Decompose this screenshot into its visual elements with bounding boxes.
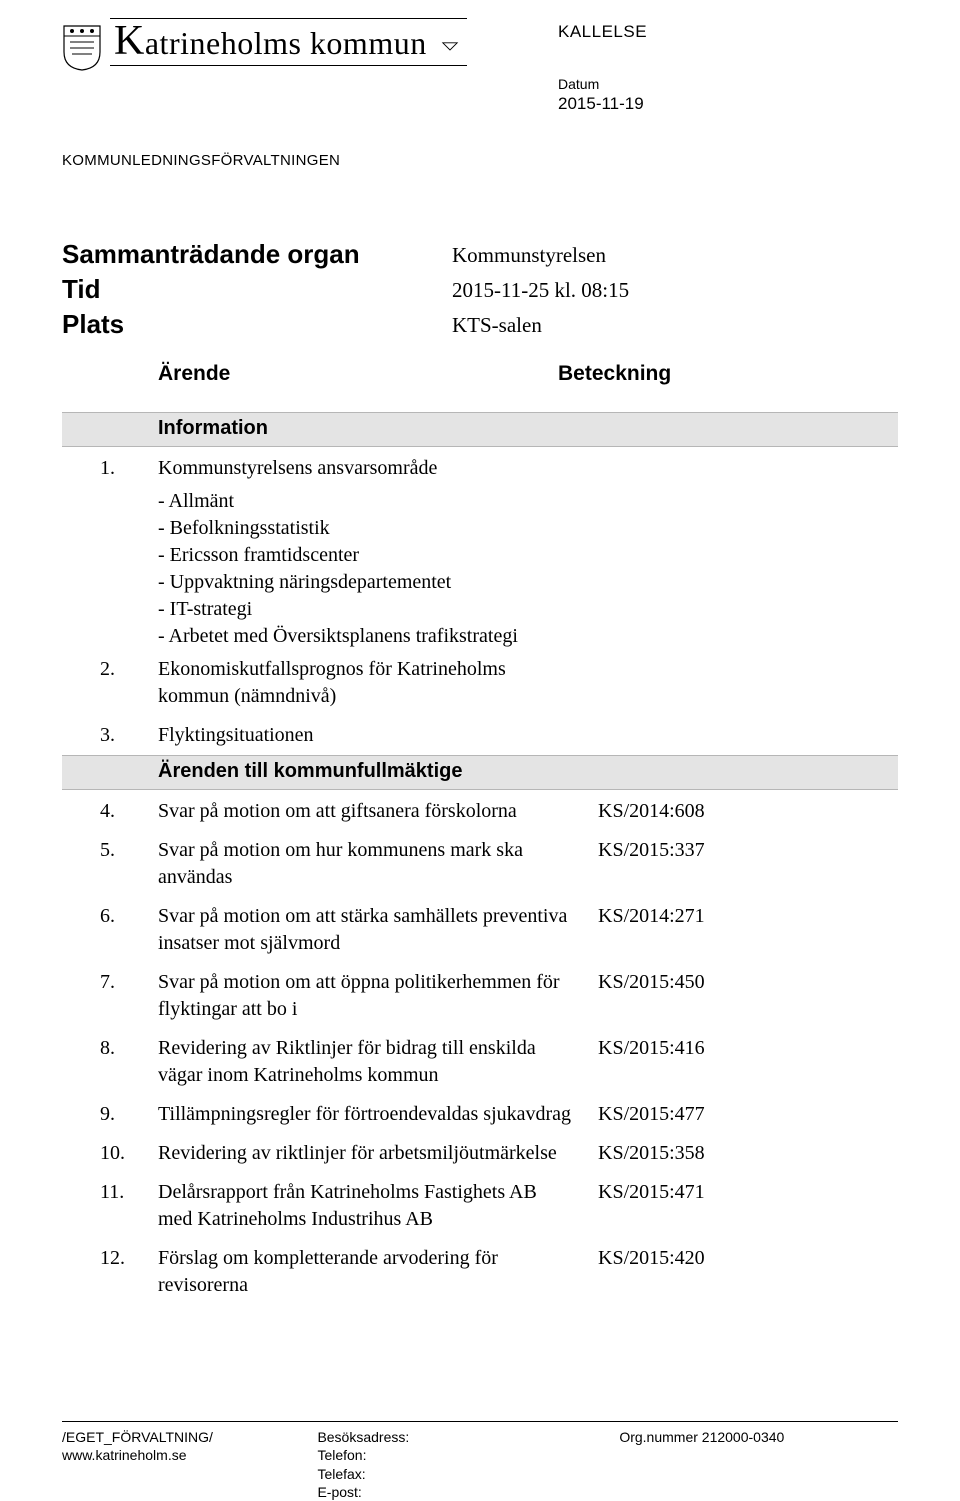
item-title: Tillämpningsregler för förtroendevaldas … <box>158 1101 598 1128</box>
item-subline: - Allmänt <box>158 488 898 515</box>
item-number: 11. <box>62 1179 158 1206</box>
date-value: 2015-11-19 <box>558 94 898 114</box>
agenda-item: 3.Flyktingsituationen <box>62 716 898 755</box>
agenda-item: 4.Svar på motion om att giftsanera försk… <box>62 792 898 831</box>
agenda-item: 9.Tillämpningsregler för förtroendevalda… <box>62 1095 898 1134</box>
item-subline: - Arbetet med Översiktsplanens trafikstr… <box>158 623 898 650</box>
agenda-item: 8.Revidering av Riktlinjer för bidrag ti… <box>62 1029 898 1095</box>
item-reference: KS/2014:271 <box>598 903 898 930</box>
meta-value-plats: KTS-salen <box>452 309 542 340</box>
item-reference: KS/2015:477 <box>598 1101 898 1128</box>
item-number: 5. <box>62 837 158 864</box>
agenda-item: 5.Svar på motion om hur kommunens mark s… <box>62 831 898 897</box>
item-reference: KS/2015:450 <box>598 969 898 996</box>
item-title: Revidering av riktlinjer för arbetsmiljö… <box>158 1140 598 1167</box>
agenda-item: 12.Förslag om kompletterande arvodering … <box>62 1239 898 1305</box>
agenda-item: 6.Svar på motion om att stärka samhället… <box>62 897 898 963</box>
agenda-item: 2.Ekonomiskutfallsprognos för Katrinehol… <box>62 650 898 716</box>
agenda-item: 1.Kommunstyrelsens ansvarsområde <box>62 449 898 488</box>
agenda-item: 7.Svar på motion om att öppna politikerh… <box>62 963 898 1029</box>
item-reference: KS/2015:420 <box>598 1245 898 1272</box>
meta-value-tid: 2015-11-25 kl. 08:15 <box>452 274 629 305</box>
logo-block: Katrineholms kommun <box>62 18 558 72</box>
doc-type: KALLELSE <box>558 22 898 42</box>
footer-col-1: /EGET_FÖRVALTNING/ www.katrineholm.se <box>62 1428 317 1501</box>
item-title: Svar på motion om hur kommunens mark ska… <box>158 837 598 891</box>
footer-col-3: Org.nummer 212000-0340 <box>619 1428 898 1501</box>
item-title: Revidering av Riktlinjer för bidrag till… <box>158 1035 598 1089</box>
item-title: Svar på motion om att giftsanera förskol… <box>158 798 598 825</box>
item-number: 8. <box>62 1035 158 1062</box>
agenda-item: 11.Delårsrapport från Katrineholms Fasti… <box>62 1173 898 1239</box>
item-title: Flyktingsituationen <box>158 722 598 749</box>
col-header-arende: Ärende <box>158 362 558 386</box>
item-title: Ekonomiskutfallsprognos för Katrineholms… <box>158 656 598 710</box>
meta-label-tid: Tid <box>62 274 452 305</box>
footer-col-2: Besöksadress: Telefon: Telefax: E-post: <box>317 1428 619 1501</box>
item-subline: - Uppvaktning näringsdepartementet <box>158 569 898 596</box>
meta-value-organ: Kommunstyrelsen <box>452 239 606 270</box>
chevron-icon <box>441 41 459 52</box>
item-reference: KS/2015:471 <box>598 1179 898 1206</box>
page-footer: /EGET_FÖRVALTNING/ www.katrineholm.se Be… <box>62 1421 898 1501</box>
item-number: 12. <box>62 1245 158 1272</box>
item-reference: KS/2015:358 <box>598 1140 898 1167</box>
item-title: Svar på motion om att öppna politikerhem… <box>158 969 598 1023</box>
item-number: 4. <box>62 798 158 825</box>
date-label: Datum <box>558 76 898 92</box>
item-title: Förslag om kompletterande arvodering för… <box>158 1245 598 1299</box>
org-name-text: atrineholms kommun <box>145 25 427 61</box>
item-number: 9. <box>62 1101 158 1128</box>
section-heading: Information <box>62 412 898 447</box>
meeting-meta: Sammanträdande organ Kommunstyrelsen Tid… <box>62 239 898 386</box>
item-number: 10. <box>62 1140 158 1167</box>
org-name: Katrineholms kommun <box>110 18 467 66</box>
department: KOMMUNLEDNINGSFÖRVALTNINGEN <box>62 152 898 169</box>
item-number: 1. <box>62 455 158 482</box>
item-subline: - Befolkningsstatistik <box>158 515 898 542</box>
item-subline: - Ericsson framtidscenter <box>158 542 898 569</box>
meta-label-organ: Sammanträdande organ <box>62 239 452 270</box>
item-reference: KS/2015:337 <box>598 837 898 864</box>
header-right: KALLELSE Datum 2015-11-19 <box>558 18 898 114</box>
item-number: 3. <box>62 722 158 749</box>
item-number: 2. <box>62 656 158 683</box>
item-title: Delårsrapport från Katrineholms Fastighe… <box>158 1179 598 1233</box>
item-number: 6. <box>62 903 158 930</box>
agenda-body: Information1.Kommunstyrelsens ansvarsomr… <box>62 412 898 1305</box>
meta-label-plats: Plats <box>62 309 452 340</box>
col-header-beteckning: Beteckning <box>558 362 898 386</box>
letterhead: Katrineholms kommun KALLELSE Datum 2015-… <box>62 18 898 114</box>
shield-icon <box>62 24 102 72</box>
section-heading: Ärenden till kommunfullmäktige <box>62 755 898 790</box>
column-headers: Ärende Beteckning <box>62 362 898 386</box>
item-sublist: - Allmänt- Befolkningsstatistik- Ericsso… <box>158 488 898 650</box>
item-number: 7. <box>62 969 158 996</box>
item-title: Svar på motion om att stärka samhällets … <box>158 903 598 957</box>
item-title: Kommunstyrelsens ansvarsområde <box>158 455 598 482</box>
item-subline: - IT-strategi <box>158 596 898 623</box>
item-reference: KS/2014:608 <box>598 798 898 825</box>
agenda-item: 10.Revidering av riktlinjer för arbetsmi… <box>62 1134 898 1173</box>
item-reference: KS/2015:416 <box>598 1035 898 1062</box>
